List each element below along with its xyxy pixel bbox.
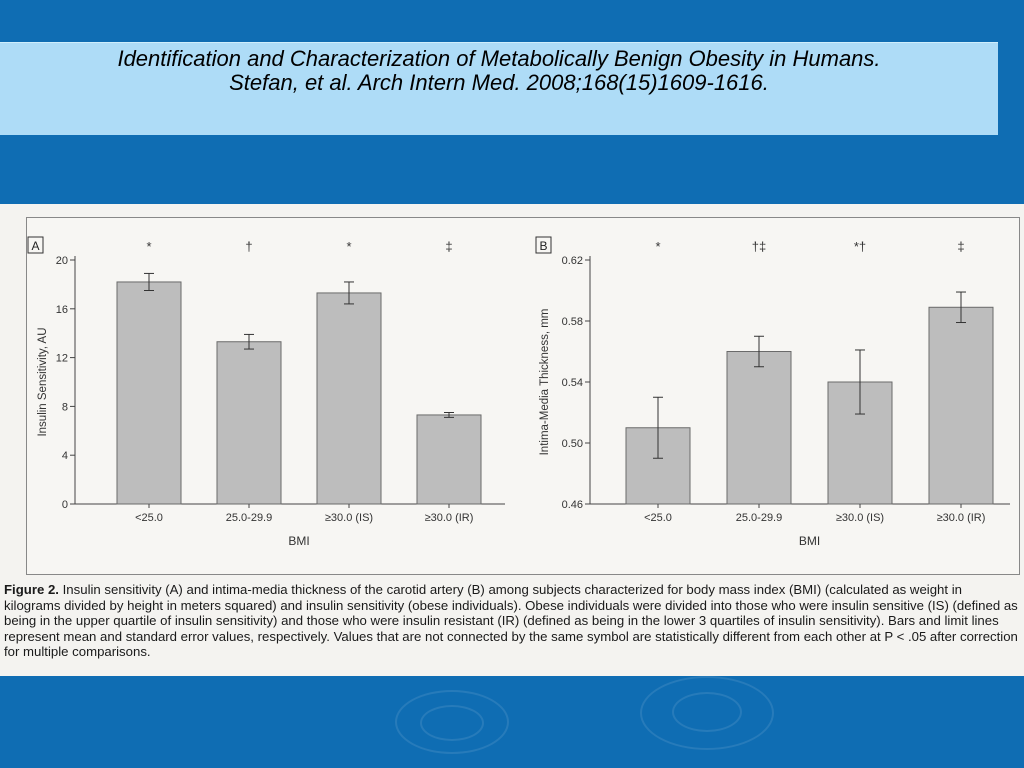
bar xyxy=(216,341,282,505)
panel-label: A xyxy=(31,239,39,253)
y-tick-label: 4 xyxy=(62,450,68,462)
bar xyxy=(416,414,482,505)
x-tick-label: 25.0-29.9 xyxy=(736,512,782,524)
figure-image: A 0 4 8 12 16 20 Insulin Sensitivity, AU * <25.0 †… xyxy=(0,204,1024,676)
x-axis-label: BMI xyxy=(288,534,309,548)
panel-b: B 0.46 0.50 0.54 0.58 0.62 Intima-Media Thickn… xyxy=(535,236,1010,548)
x-tick-label: ≥30.0 (IR) xyxy=(937,512,986,524)
y-tick-label: 0.58 xyxy=(562,316,583,328)
caption-label: Figure 2. xyxy=(4,582,59,597)
chart-svg: A 0 4 8 12 16 20 Insulin Sensitivity, AU * <25.0 †… xyxy=(27,236,1010,548)
y-tick-label: 0 xyxy=(62,499,68,511)
y-tick-label: 20 xyxy=(56,255,68,267)
x-axis-label: BMI xyxy=(799,534,820,548)
y-tick-label: 0.54 xyxy=(562,377,583,389)
x-tick-label: 25.0-29.9 xyxy=(226,512,272,524)
bar xyxy=(928,306,994,505)
significance-symbol: * xyxy=(146,239,151,254)
panel-label-box xyxy=(27,236,44,254)
y-tick-label: 8 xyxy=(62,401,68,413)
y-tick-label: 16 xyxy=(56,304,68,316)
significance-symbol: *† xyxy=(854,239,866,254)
background-ripple xyxy=(672,692,742,732)
significance-symbol: * xyxy=(655,239,660,254)
slide-citation: Stefan, et al. Arch Intern Med. 2008;168… xyxy=(229,70,769,95)
caption-text: Insulin sensitivity (A) and intima-media… xyxy=(4,582,1018,660)
y-tick-label: 12 xyxy=(56,353,68,365)
y-tick-label: 0.62 xyxy=(562,255,583,267)
x-tick-label: ≥30.0 (IS) xyxy=(325,512,373,524)
y-axis-label: Intima-Media Thickness, mm xyxy=(539,309,551,456)
panel-label-box xyxy=(535,236,552,254)
significance-symbol: † xyxy=(245,239,252,254)
x-tick-label: <25.0 xyxy=(644,512,672,524)
background-ripple xyxy=(395,690,509,754)
y-tick-label: 0.46 xyxy=(562,499,583,511)
x-tick-label: <25.0 xyxy=(135,512,163,524)
significance-symbol: ‡ xyxy=(445,239,452,254)
background-ripple xyxy=(420,705,484,741)
significance-symbol: †‡ xyxy=(752,239,766,254)
slide-title: Identification and Characterization of M… xyxy=(117,46,881,71)
bar xyxy=(316,292,382,505)
x-tick-label: ≥30.0 (IS) xyxy=(836,512,884,524)
figure-caption: Figure 2. Insulin sensitivity (A) and in… xyxy=(4,582,1018,660)
x-tick-label: ≥30.0 (IR) xyxy=(425,512,474,524)
panel-label: B xyxy=(539,239,547,253)
bar xyxy=(116,281,182,505)
y-tick-label: 0.50 xyxy=(562,438,583,450)
significance-symbol: * xyxy=(346,239,351,254)
panel-a: A 0 4 8 12 16 20 Insulin Sensitivity, AU * <25.0 †… xyxy=(27,236,505,548)
y-axis-label: Insulin Sensitivity, AU xyxy=(37,327,49,436)
significance-symbol: ‡ xyxy=(957,239,964,254)
background-ripple xyxy=(640,676,774,750)
bar xyxy=(726,351,792,505)
slide-title-band: Identification and Characterization of M… xyxy=(0,42,998,135)
